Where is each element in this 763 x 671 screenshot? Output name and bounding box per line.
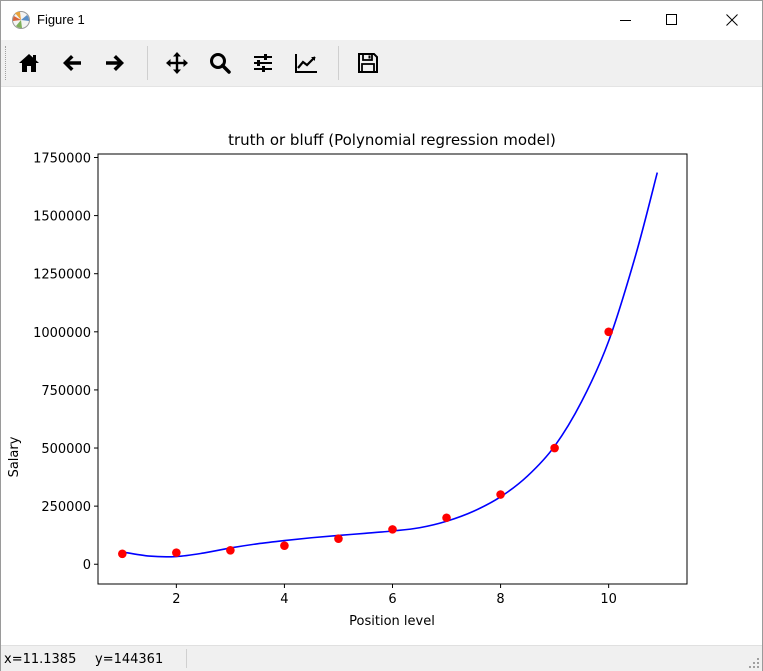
home-button[interactable]	[14, 48, 44, 78]
regression-curve	[122, 172, 659, 558]
y-tick-label: 1000000	[33, 326, 91, 341]
minimize-icon	[620, 20, 631, 21]
y-tick-label: 500000	[41, 442, 91, 457]
axes-frame	[97, 153, 688, 585]
y-tick-label: 1750000	[33, 151, 91, 166]
title-bar[interactable]: Figure 1	[1, 1, 762, 40]
status-divider	[186, 649, 187, 668]
toolbar-grip[interactable]	[5, 46, 8, 80]
cursor-x-readout: x=11.1385	[4, 652, 77, 667]
y-tick-label: 1250000	[33, 268, 91, 283]
subplots-sliders-icon	[254, 54, 272, 72]
plot-area[interactable]: 2 4 6 8 10 0 250000 500000 750000 1000000 1250000 1…	[33, 151, 688, 607]
x-tick-label: 4	[280, 592, 288, 607]
maximize-icon	[666, 14, 677, 25]
y-tick-label: 750000	[41, 384, 91, 399]
y-tick-label: 0	[83, 558, 91, 573]
forward-button[interactable]	[100, 48, 130, 78]
scatter-point	[442, 513, 451, 523]
navigation-toolbar	[1, 40, 762, 87]
pan-button[interactable]	[162, 48, 192, 78]
scatter-point	[172, 548, 181, 557]
window-title: Figure 1	[37, 12, 85, 27]
matplotlib-app-icon	[12, 11, 30, 29]
back-arrow-icon	[63, 55, 81, 71]
figure-chart[interactable]: truth or bluff (Polynomial regression mo…	[1, 87, 762, 645]
scatter-point	[496, 490, 505, 499]
resize-grip-icon[interactable]	[748, 657, 760, 669]
scatter-point	[280, 541, 289, 550]
scatter-point	[334, 534, 343, 543]
home-icon	[19, 54, 39, 72]
scatter-point	[226, 545, 235, 555]
maximize-button[interactable]	[649, 1, 695, 40]
minimize-button[interactable]	[603, 1, 649, 40]
scatter-point	[388, 525, 397, 534]
save-floppy-icon	[358, 53, 378, 73]
toolbar-separator	[338, 46, 339, 80]
edit-axes-button[interactable]	[291, 48, 321, 78]
y-axis-label: Salary	[7, 436, 22, 477]
zoom-magnifier-icon	[210, 53, 231, 74]
y-tick-label: 1500000	[33, 210, 91, 225]
x-tick-label: 8	[496, 592, 504, 607]
y-tick-label: 250000	[41, 500, 91, 515]
zoom-button[interactable]	[205, 48, 235, 78]
x-tick-label: 2	[172, 592, 180, 607]
chart-title: truth or bluff (Polynomial regression mo…	[228, 131, 556, 149]
save-button[interactable]	[353, 48, 383, 78]
close-icon	[726, 14, 738, 26]
x-tick-label: 6	[388, 592, 396, 607]
close-button[interactable]	[709, 1, 755, 40]
status-bar: x=11.1385 y=144361	[1, 645, 762, 671]
toolbar-separator	[147, 46, 148, 80]
cursor-y-readout: y=144361	[95, 652, 164, 667]
figure-canvas[interactable]: truth or bluff (Polynomial regression mo…	[1, 87, 762, 645]
pan-move-icon	[166, 52, 188, 74]
scatter-point	[550, 443, 559, 453]
axes-line-chart-icon	[295, 54, 317, 73]
scatter-point	[118, 549, 127, 559]
x-axis-label: Position level	[349, 614, 435, 629]
forward-arrow-icon	[106, 55, 124, 71]
subplots-button[interactable]	[248, 48, 278, 78]
back-button[interactable]	[57, 48, 87, 78]
scatter-point	[604, 327, 613, 337]
x-tick-label: 10	[600, 592, 617, 607]
